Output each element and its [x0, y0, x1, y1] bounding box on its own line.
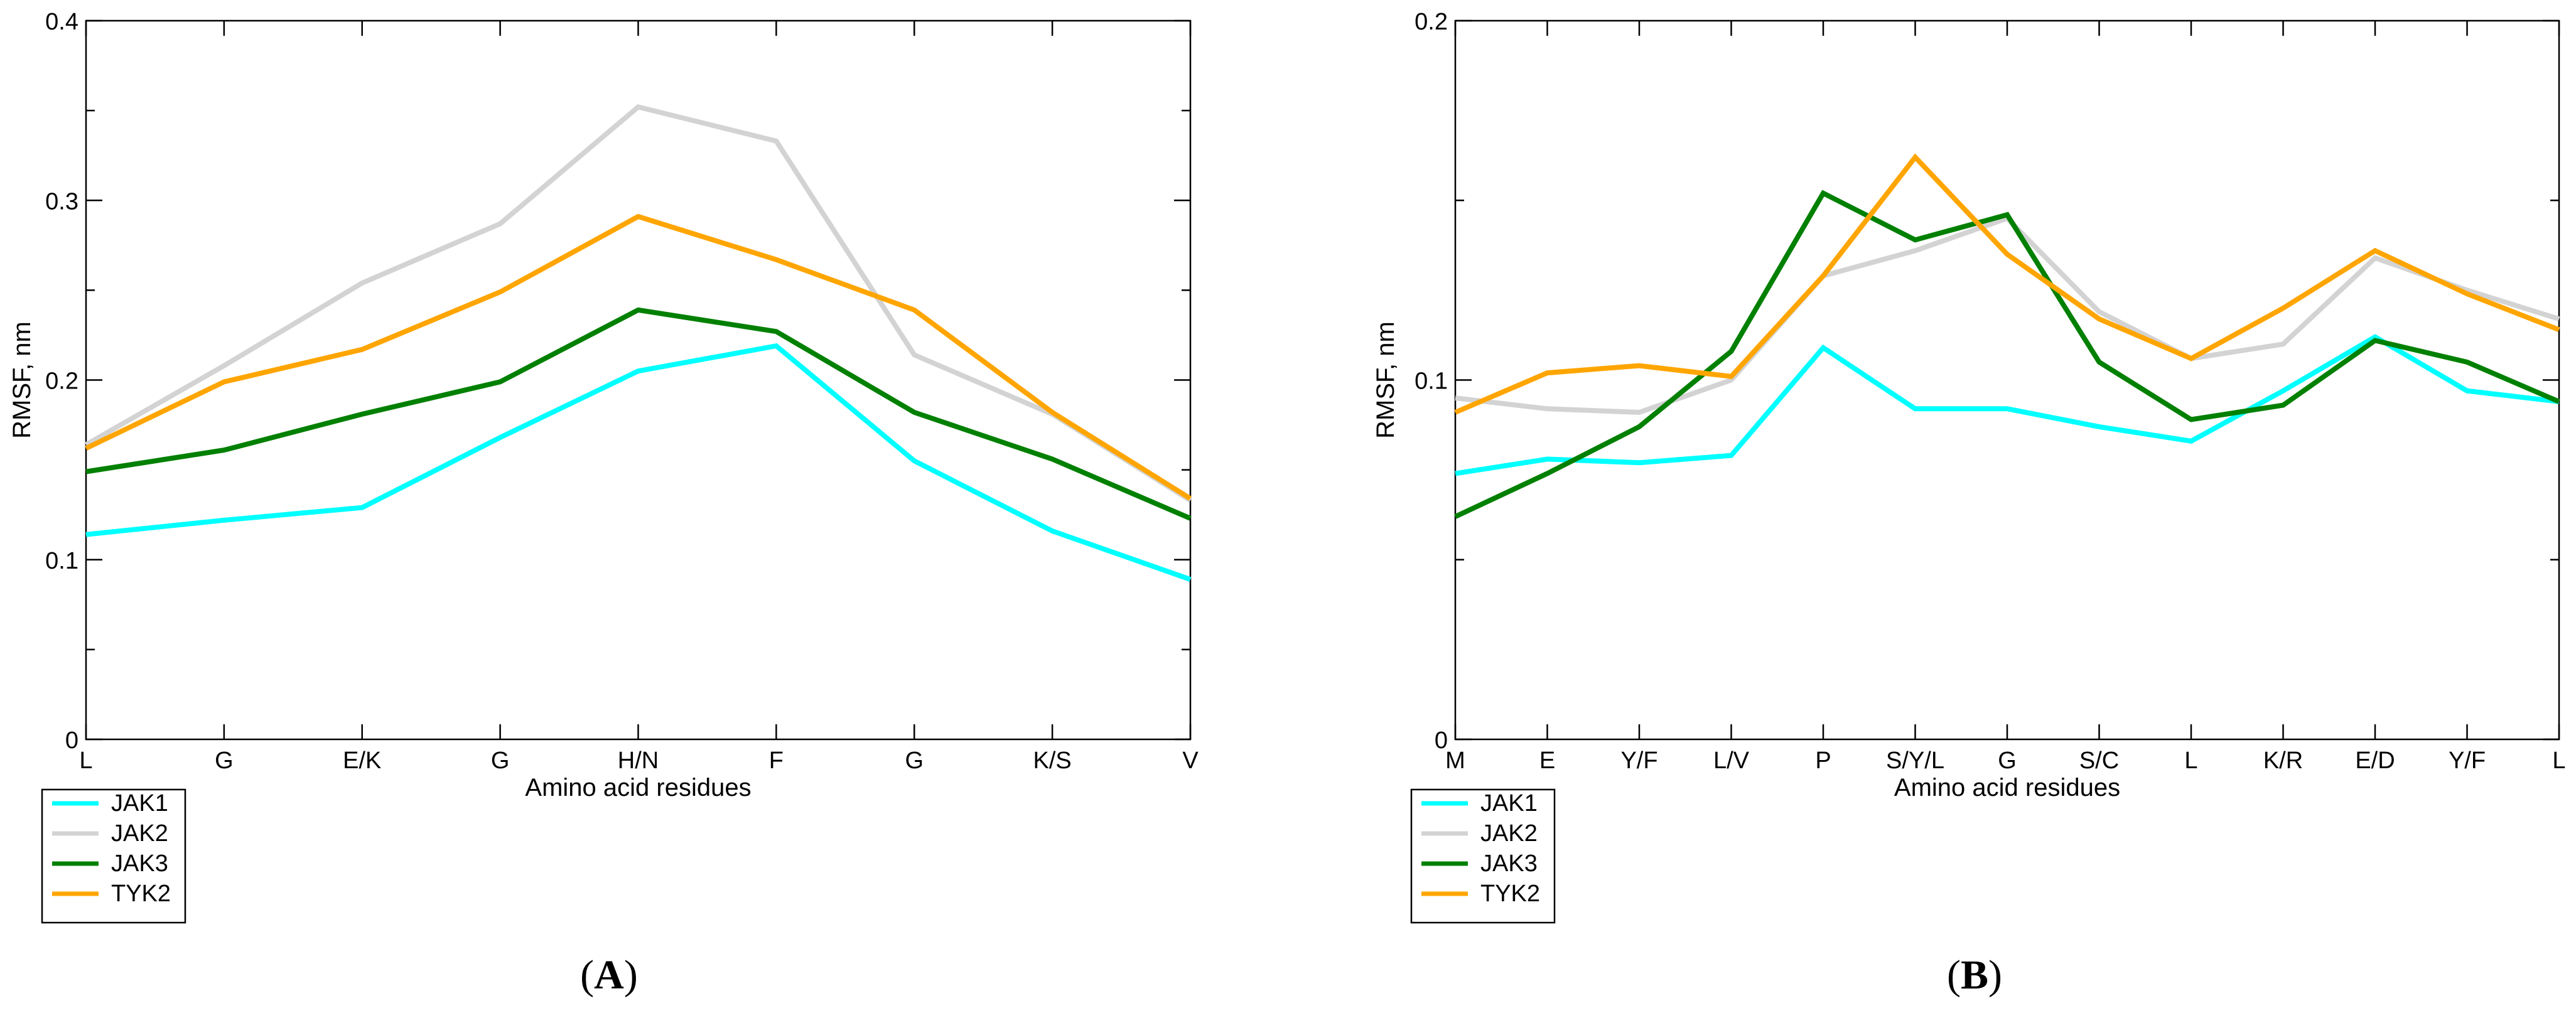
- y-axis-label: RMSF, nm: [1372, 321, 1399, 439]
- legend-label-jak3: JAK3: [111, 850, 168, 877]
- y-tick-label: 0: [1435, 727, 1448, 754]
- series-line-jak3: [1454, 190, 2560, 519]
- chart-panel-a: L G E/K G H/N F G K/S V 0 0.1 0.2 0.3 0.4 Amino acid r…: [8, 9, 1199, 998]
- x-tick-label: P: [1815, 748, 1831, 774]
- x-tick-label: K/S: [1033, 748, 1072, 774]
- y-tick-label: 0.1: [45, 548, 78, 574]
- y-axis-label: RMSF, nm: [8, 321, 36, 439]
- x-tick-label: L: [79, 748, 92, 774]
- legend-label-tyk2: TYK2: [111, 881, 171, 907]
- x-tick-label: Y/F: [2449, 748, 2486, 774]
- y-tick-label: 0.1: [1415, 368, 1448, 395]
- legend-label-jak2: JAK2: [1480, 820, 1538, 847]
- x-tick-label: H/N: [618, 748, 659, 774]
- x-tick-label: L: [2552, 748, 2565, 774]
- x-tick-label: L/V: [1713, 748, 1750, 774]
- plot-frame: [85, 19, 1192, 741]
- y-tick-label: 0.2: [1415, 9, 1448, 35]
- x-tick-label: Y/F: [1620, 748, 1657, 774]
- x-tick-label: E: [1539, 748, 1555, 774]
- x-tick-label: S/Y/L: [1886, 748, 1944, 774]
- x-tick-label: L: [2184, 748, 2197, 774]
- legend-label-jak1: JAK1: [1480, 790, 1538, 817]
- x-tick-label: G: [215, 748, 234, 774]
- legend-label-jak1: JAK1: [111, 790, 168, 817]
- panel-label: (B): [1947, 952, 2002, 998]
- series-line-jak2: [85, 104, 1192, 503]
- x-tick-label: S/C: [2079, 748, 2119, 774]
- y-tick-label: 0.2: [45, 368, 78, 395]
- legend-box: [41, 788, 186, 924]
- x-tick-label: V: [1182, 748, 1199, 774]
- series-line-jak2: [1455, 215, 2560, 415]
- x-tick-label: F: [769, 748, 784, 774]
- x-tick-label: G: [905, 748, 924, 774]
- chart-panel-b: M E Y/F L/V P S/Y/L G S/C L K/R E/D Y/F L 0 0.1 0.2 Amin…: [1372, 9, 2566, 998]
- plot-frame: [1454, 19, 2560, 741]
- series-line-tyk2: [85, 213, 1192, 501]
- series-line-jak1: [1455, 334, 2560, 476]
- x-axis-label: Amino acid residues: [525, 774, 751, 801]
- legend-label-tyk2: TYK2: [1480, 881, 1540, 907]
- series-line-tyk2: [1454, 153, 2560, 415]
- legend-label-jak2: JAK2: [111, 820, 168, 847]
- series-line-jak1: [85, 343, 1192, 582]
- panel-label: (A): [580, 952, 638, 998]
- x-tick-label: G: [1998, 748, 2017, 774]
- x-tick-label: E/D: [2355, 748, 2395, 774]
- legend-box: [1410, 788, 1556, 924]
- x-tick-label: G: [491, 748, 510, 774]
- y-tick-label: 0.3: [45, 188, 78, 215]
- x-tick-label: K/R: [2263, 748, 2303, 774]
- y-tick-label: 0.4: [45, 9, 78, 35]
- legend-label-jak3: JAK3: [1480, 850, 1538, 877]
- x-tick-label: M: [1445, 748, 1465, 774]
- panel-letter: A: [594, 952, 624, 998]
- y-tick-label: 0: [65, 727, 78, 754]
- x-tick-label: E/K: [343, 748, 381, 774]
- x-axis-label: Amino acid residues: [1894, 774, 2120, 801]
- panel-letter: B: [1961, 952, 1988, 998]
- series-line-jak3: [85, 307, 1192, 521]
